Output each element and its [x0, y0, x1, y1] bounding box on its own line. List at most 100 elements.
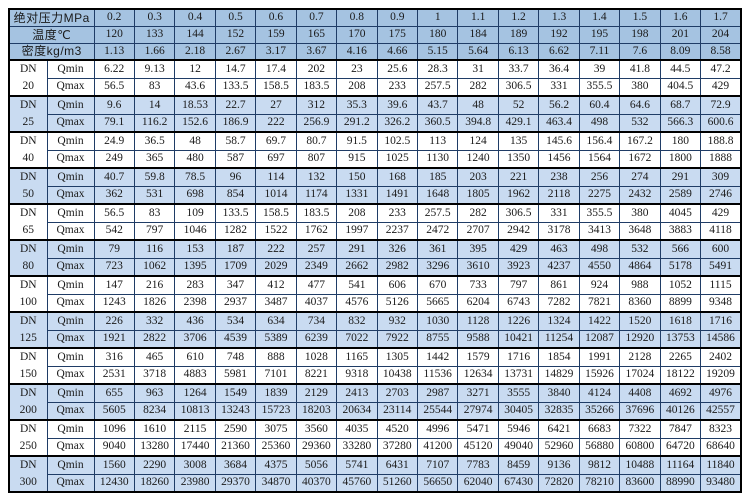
qmax-value-cell: 20634 — [336, 401, 378, 421]
qmin-value-cell: 39 — [578, 59, 621, 79]
qmin-label-cell: Qmin — [46, 59, 95, 79]
dn-40-qmin-row: DN 40 Qmin 24.9 36.5 48 58.7 69.7 80.7 91.5 102.5 1… — [8, 131, 742, 169]
qmin-label-cell: Qmin — [46, 239, 95, 259]
qmax-value-cell: 2589 — [659, 185, 702, 205]
qmin-value-cell: 309 — [700, 167, 742, 187]
qmin-value-cell: 932 — [376, 311, 419, 331]
qmax-value-cell: 52960 — [538, 437, 580, 457]
qmax-value-cell: 12087 — [578, 329, 621, 349]
qmin-value-cell: 477 — [295, 275, 338, 295]
qmin-value-cell: 734 — [295, 311, 338, 331]
qmin-value-cell: 150 — [336, 167, 378, 187]
qmax-value-cell: 78210 — [578, 473, 621, 493]
qmax-value-cell: 282 — [457, 77, 499, 97]
qmax-value-cell: 600.6 — [700, 113, 742, 133]
qmin-value-cell: 1305 — [376, 347, 419, 367]
dn-20-qmax-row: Qmax 56.5 83 43.6 133.5 158.5 183.5 208 233 257.5… — [9, 77, 742, 97]
qmax-value-cell: 5389 — [255, 329, 297, 349]
qmax-value-cell: 2531 — [93, 365, 135, 385]
qmax-value-cell: 222 — [255, 113, 297, 133]
qmax-value-cell: 10438 — [376, 365, 419, 385]
qmax-value-cell: 291.2 — [336, 113, 378, 133]
qmax-value-cell: 5491 — [700, 257, 742, 277]
qmax-value-cell: 1888 — [700, 149, 742, 169]
qmax-value-cell: 7022 — [336, 329, 378, 349]
qmax-value-cell: 56880 — [578, 437, 621, 457]
qmax-value-cell: 83 — [133, 77, 176, 97]
qmin-value-cell: 797 — [497, 275, 540, 295]
pressure-value-cell: 1.5 — [619, 8, 661, 27]
qmin-value-cell: 83 — [133, 203, 176, 223]
qmin-value-cell: 208 — [336, 203, 378, 223]
qmin-value-cell: 429 — [700, 203, 742, 223]
qmax-value-cell: 17440 — [174, 437, 216, 457]
qmax-value-cell: 56650 — [416, 473, 459, 493]
qmin-value-cell: 18.53 — [174, 95, 216, 115]
qmin-value-cell: 5741 — [336, 455, 378, 475]
qmin-value-cell: 534 — [214, 311, 257, 331]
dn-100-qmin-row: DN 100 Qmin 147 216 283 347 412 477 541 606 670 733 7… — [8, 275, 742, 313]
density-value-cell: 3.67 — [295, 42, 338, 61]
qmin-value-cell: 58.7 — [214, 131, 257, 151]
qmin-value-cell: 44.5 — [659, 59, 702, 79]
qmax-value-cell: 30405 — [497, 401, 540, 421]
qmax-value-cell: 15723 — [255, 401, 297, 421]
dn-300-label-cell: DN 300 — [8, 455, 48, 493]
qmin-value-cell: 60.4 — [578, 95, 621, 115]
qmax-label-cell: Qmax — [46, 437, 95, 457]
qmin-value-cell: 1115 — [700, 275, 742, 295]
qmin-value-cell: 748 — [214, 347, 257, 367]
qmin-value-cell: 888 — [255, 347, 297, 367]
qmax-value-cell: 2662 — [336, 257, 378, 277]
qmin-value-cell: 158.5 — [255, 203, 297, 223]
qmax-value-cell: 1962 — [497, 185, 540, 205]
qmin-value-cell: 39.6 — [376, 95, 419, 115]
qmax-value-cell: 2822 — [133, 329, 176, 349]
density-value-cell: 4.66 — [376, 42, 419, 61]
qmax-value-cell: 2349 — [295, 257, 338, 277]
qmin-value-cell: 1052 — [659, 275, 702, 295]
dn-prefix-label: DN — [19, 207, 37, 219]
qmin-value-cell: 332 — [133, 311, 176, 331]
qmax-value-cell: 93480 — [700, 473, 742, 493]
qmax-value-cell: 1130 — [416, 149, 459, 169]
density-value-cell: 5.64 — [457, 42, 499, 61]
qmin-value-cell: 532 — [619, 239, 661, 259]
density-value-cell: 7.6 — [619, 42, 661, 61]
qmax-value-cell: 1350 — [497, 149, 540, 169]
qmax-label-cell: Qmax — [46, 257, 95, 277]
qmax-value-cell: 88990 — [659, 473, 702, 493]
qmax-value-cell: 5981 — [214, 365, 257, 385]
qmin-label-cell: Qmin — [46, 311, 95, 331]
qmin-value-cell: 5946 — [497, 419, 540, 439]
qmin-value-cell: 1716 — [700, 311, 742, 331]
qmin-value-cell: 56.2 — [538, 95, 580, 115]
qmax-value-cell: 797 — [133, 221, 176, 241]
qmax-value-cell: 51260 — [376, 473, 419, 493]
dn-size-label: 25 — [22, 116, 35, 128]
density-value-cell: 3.17 — [255, 42, 297, 61]
qmax-value-cell: 480 — [174, 149, 216, 169]
qmin-value-cell: 2590 — [214, 419, 257, 439]
qmin-value-cell: 1030 — [416, 311, 459, 331]
qmax-value-cell: 587 — [214, 149, 257, 169]
qmin-label-cell: Qmin — [46, 347, 95, 367]
qmin-value-cell: 1264 — [174, 383, 216, 403]
dn-size-label: 40 — [22, 152, 35, 164]
density-value-cell: 1.66 — [133, 42, 176, 61]
qmax-value-cell: 37280 — [376, 437, 419, 457]
qmin-value-cell: 102.5 — [376, 131, 419, 151]
temperature-value-cell: 159 — [255, 25, 297, 44]
qmax-value-cell: 326.2 — [376, 113, 419, 133]
qmin-value-cell: 655 — [93, 383, 135, 403]
qmax-value-cell: 34870 — [255, 473, 297, 493]
qmax-value-cell: 429 — [700, 77, 742, 97]
qmin-value-cell: 832 — [336, 311, 378, 331]
qmin-value-cell: 14.7 — [214, 59, 257, 79]
qmin-value-cell: 1579 — [457, 347, 499, 367]
qmin-value-cell: 4976 — [700, 383, 742, 403]
qmax-value-cell: 15926 — [578, 365, 621, 385]
flow-capacity-table: 绝对压力MPa 0.2 0.3 0.4 0.5 0.6 0.7 0.8 0.9 1 1.1 1.2 1.… — [8, 8, 742, 493]
qmin-value-cell: 429 — [497, 239, 540, 259]
qmax-value-cell: 7922 — [376, 329, 419, 349]
